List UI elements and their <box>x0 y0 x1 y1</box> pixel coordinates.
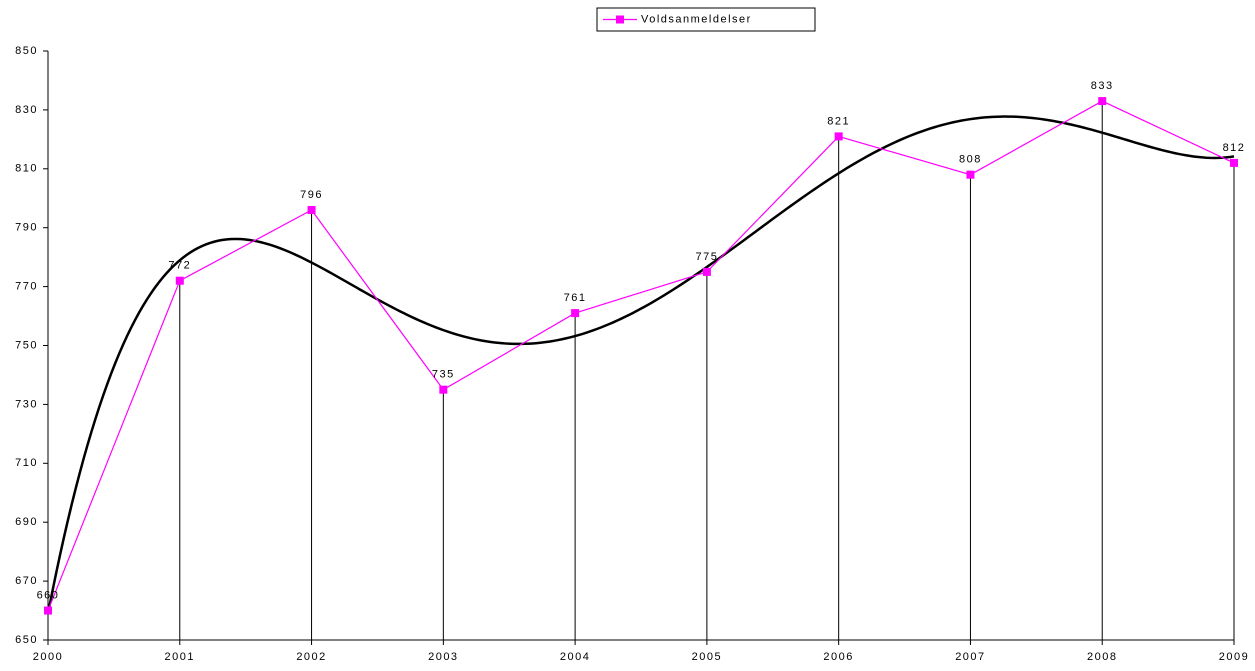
data-label: 735 <box>432 369 455 381</box>
marker <box>834 132 843 141</box>
data-label: 812 <box>1223 142 1246 154</box>
x-tick-label: 2004 <box>560 651 590 663</box>
x-tick-label: 2005 <box>692 651 722 663</box>
y-tick-label: 770 <box>15 281 38 293</box>
x-tick-label: 2000 <box>33 651 63 663</box>
data-label: 796 <box>300 189 323 201</box>
data-label: 761 <box>564 292 587 304</box>
y-tick-label: 730 <box>15 398 38 410</box>
y-tick-label: 650 <box>15 634 38 646</box>
marker <box>175 276 184 285</box>
marker <box>571 309 580 318</box>
y-tick-label: 850 <box>15 45 38 57</box>
x-tick-label: 2003 <box>428 651 458 663</box>
data-label: 808 <box>959 154 982 166</box>
marker <box>44 606 52 615</box>
marker <box>1230 158 1238 167</box>
legend-box <box>596 7 816 32</box>
y-tick-label: 830 <box>15 104 38 116</box>
marker <box>966 170 975 179</box>
x-tick-label: 2006 <box>823 651 853 663</box>
x-tick-label: 2002 <box>296 651 326 663</box>
marker <box>702 267 711 276</box>
y-tick-label: 710 <box>15 457 38 469</box>
data-label: 775 <box>695 251 718 263</box>
x-tick-label: 2009 <box>1219 651 1249 663</box>
marker <box>439 385 448 394</box>
y-tick-label: 690 <box>15 516 38 528</box>
y-tick-label: 790 <box>15 222 38 234</box>
y-tick-label: 810 <box>15 163 38 175</box>
x-tick-label: 2001 <box>165 651 195 663</box>
marker <box>307 206 316 215</box>
trendline <box>46 115 1235 614</box>
x-tick-label: 2008 <box>1087 651 1117 663</box>
y-tick-label: 670 <box>15 575 38 587</box>
y-tick-label: 750 <box>15 339 38 351</box>
legend-marker <box>616 15 624 24</box>
legend-label: Voldsanmeldelser <box>641 13 752 25</box>
marker <box>1098 97 1107 106</box>
data-label: 772 <box>168 260 191 272</box>
data-label: 821 <box>827 115 850 127</box>
series-line <box>47 100 1235 611</box>
x-tick-label: 2007 <box>955 651 985 663</box>
data-label: 833 <box>1091 80 1114 92</box>
data-label: 660 <box>37 589 60 601</box>
